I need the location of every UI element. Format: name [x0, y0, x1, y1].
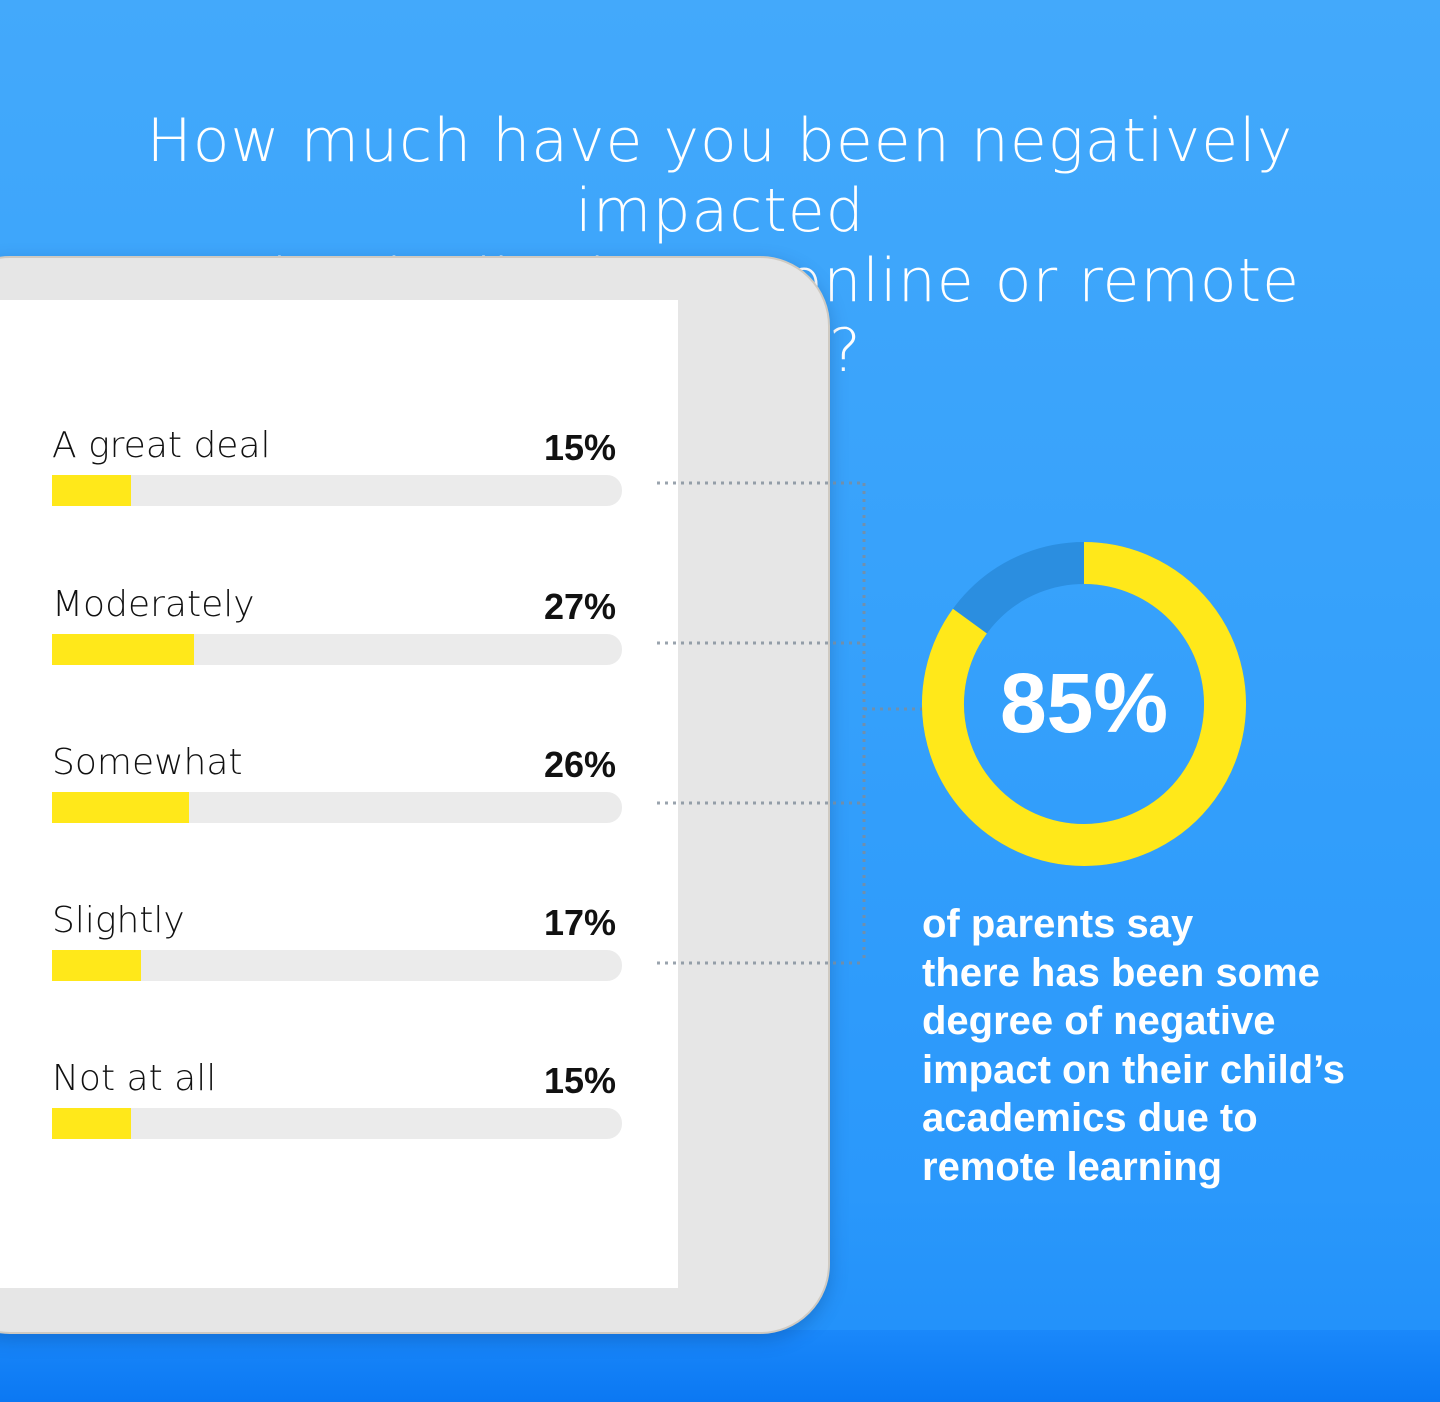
bar-value-label: 26% — [543, 744, 616, 785]
bar — [52, 634, 194, 665]
bar-track — [52, 950, 622, 981]
caption-line: degree of negative — [922, 999, 1276, 1043]
bar-label: A great deal — [52, 425, 271, 466]
bar — [52, 950, 142, 981]
caption-line: academics due to — [922, 1096, 1258, 1140]
bar — [52, 792, 189, 823]
bar-row: Moderately 27% — [52, 584, 622, 674]
bar — [52, 475, 131, 506]
bar-row: Somewhat 26% — [52, 742, 622, 832]
caption-line: impact on their child’s — [922, 1047, 1346, 1092]
bar-row: A great deal 15% — [52, 425, 622, 515]
bar-track — [52, 634, 622, 665]
bar-value-label: 15% — [543, 1060, 616, 1101]
bar-track — [52, 475, 622, 506]
donut-segment — [922, 542, 1246, 866]
caption-line: of parents say — [922, 902, 1194, 946]
bar-track — [52, 792, 622, 823]
bar-row: Not at all 15% — [52, 1058, 622, 1148]
title-line-1: How much have you been negatively impact… — [146, 106, 1294, 247]
bar-label: Slightly — [52, 900, 185, 941]
bar-value-label: 27% — [543, 586, 616, 627]
caption-line: there has been some — [922, 950, 1320, 995]
bar-label: Not at all — [52, 1058, 217, 1099]
bar — [52, 1108, 131, 1139]
donut-chart — [922, 542, 1246, 866]
donut-center-label: 85% — [999, 656, 1169, 750]
background-strip — [0, 1330, 1440, 1402]
bar-track — [52, 1108, 622, 1139]
bar-label: Moderately — [52, 584, 255, 625]
donut-caption: of parents say there has been some degre… — [922, 900, 1422, 1191]
caption-line: remote learning — [922, 1144, 1223, 1189]
bar-row: Slightly 17% — [52, 900, 622, 990]
bar-value-label: 17% — [543, 902, 616, 943]
bar-value-label: 15% — [543, 427, 616, 468]
bar-label: Somewhat — [52, 742, 243, 783]
